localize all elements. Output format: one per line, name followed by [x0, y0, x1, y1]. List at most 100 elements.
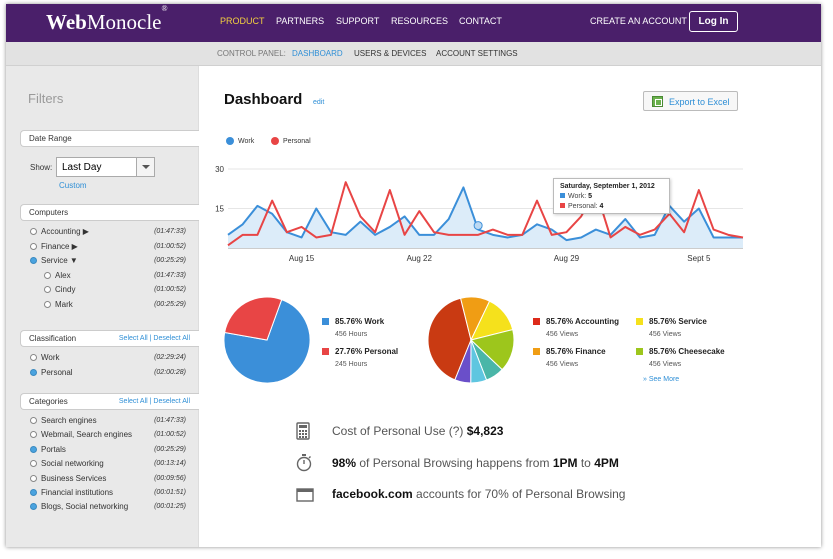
tab-users-devices[interactable]: USERS & DEVICES [354, 49, 427, 58]
browser-window-icon [296, 488, 314, 502]
pie-slice-personal[interactable] [224, 296, 283, 341]
x-tick-label: Sept 5 [687, 254, 711, 263]
filter-item-time: (00:01:25) [154, 503, 186, 511]
filter-item[interactable]: Cindy [44, 285, 75, 294]
pie-slice-other3[interactable] [454, 339, 472, 384]
filter-item-time: (01:47:33) [154, 417, 186, 424]
personal-legend-dot [271, 137, 279, 145]
tooltip-work-row: Work: 5 [560, 193, 592, 200]
categories-title: Categories [29, 397, 68, 406]
chart-tooltip: Saturday, September 1, 2012 Work: 5 Pers… [553, 178, 670, 214]
nav-support[interactable]: SUPPORT [336, 16, 380, 26]
filter-item[interactable]: Finance ▶ [30, 242, 78, 251]
work-personal-pie[interactable] [222, 295, 312, 385]
pie-slice-accounting[interactable] [427, 297, 472, 381]
filters-title: Filters [28, 91, 64, 106]
filter-item-time: (01:47:33) [154, 228, 186, 235]
custom-range-link[interactable]: Custom [59, 181, 87, 190]
nav-contact[interactable]: CONTACT [459, 16, 502, 26]
work-legend-dot [226, 137, 234, 145]
login-button[interactable]: Log In [689, 11, 738, 32]
tab-dashboard[interactable]: DASHBOARD [292, 49, 343, 58]
filter-item-label: Search engines [41, 416, 97, 425]
personal-legend-label[interactable]: Personal [283, 138, 311, 145]
hover-point-marker [473, 221, 483, 231]
filter-item[interactable]: Blogs, Social networking [30, 502, 128, 511]
filter-item-label: Social networking [41, 459, 104, 469]
filter-item-label: Service ▼ [41, 256, 78, 266]
filter-item-time: (00:13:14) [154, 460, 186, 468]
filter-item[interactable]: Social networking [30, 459, 104, 468]
work-area-fill [228, 187, 743, 248]
tooltip-title: Saturday, September 1, 2012 [560, 183, 655, 190]
filter-item-time: (00:25:29) [154, 257, 186, 265]
stopwatch-icon [296, 454, 312, 472]
x-tick-label: Aug 22 [407, 254, 433, 263]
filter-item-label: Blogs, Social networking [41, 502, 129, 512]
date-range-select[interactable]: Last Day [56, 157, 155, 177]
radio-button[interactable] [44, 286, 51, 294]
deselect-all-link[interactable]: Deselect All [153, 398, 190, 405]
see-more-link[interactable]: » See More [643, 376, 680, 383]
browsing-line-chart[interactable]: 30 15 Aug 15 Aug 22 Aug 29 Sept 5 [208, 161, 748, 265]
filters-sidebar: Filters Date Range Show: Last Day Custom… [6, 66, 199, 547]
edit-link[interactable]: edit [313, 99, 325, 106]
radio-button[interactable] [44, 301, 51, 308]
radio-button[interactable] [30, 503, 37, 511]
filter-item[interactable]: Work [30, 353, 60, 362]
tab-account-settings[interactable]: ACCOUNT SETTINGS [436, 49, 518, 58]
filter-item[interactable]: Mark [44, 300, 73, 309]
dashboard-main: Dashboard edit Export to Excel Work Pers… [200, 66, 821, 547]
control-panel-label: CONTROL PANEL: [217, 49, 286, 58]
filter-item-time: (00:25:29) [154, 301, 186, 308]
page-title: Dashboard [224, 91, 303, 108]
radio-button[interactable] [30, 242, 37, 250]
time-stat: 98% of Personal Browsing happens from 1P… [332, 456, 619, 470]
nav-product[interactable]: PRODUCT [220, 16, 265, 26]
work-legend-label[interactable]: Work [238, 138, 255, 145]
nav-partners[interactable]: PARTNERS [276, 16, 325, 26]
nav-resources[interactable]: RESOURCES [391, 16, 449, 26]
select-all-link[interactable]: Select All [118, 335, 148, 342]
webmonocle-logo[interactable]: WebMonocle® [46, 4, 168, 34]
filter-item[interactable]: Webmail, Search engines [30, 430, 132, 439]
export-label: Export to Excel [669, 97, 730, 107]
filter-item[interactable]: Search engines [30, 416, 97, 425]
filter-item-label: Cindy [55, 285, 76, 295]
radio-button[interactable] [30, 228, 37, 235]
filter-item-label: Financial institutions [41, 488, 114, 497]
radio-button[interactable] [30, 354, 37, 361]
deselect-all-link[interactable]: Deselect All [153, 335, 190, 342]
date-range-value: Last Day [62, 162, 102, 173]
radio-button[interactable] [30, 445, 37, 453]
chevron-down-icon[interactable] [136, 158, 154, 176]
filter-item[interactable]: Service ▼ [30, 256, 78, 265]
radio-button[interactable] [30, 431, 37, 439]
filter-item-label: Mark [55, 300, 73, 309]
cost-stat: Cost of Personal Use (?) $4,823 [332, 424, 504, 438]
export-to-excel-button[interactable]: Export to Excel [643, 91, 738, 111]
radio-button[interactable] [30, 257, 37, 265]
filter-item-label: Accounting ▶ [41, 227, 89, 236]
radio-button[interactable] [30, 368, 37, 376]
radio-button[interactable] [30, 460, 37, 468]
filter-item[interactable]: Financial institutions [30, 488, 113, 497]
filter-item[interactable]: Personal [30, 368, 73, 377]
select-all-link[interactable]: Select All [118, 398, 148, 405]
create-account-link[interactable]: CREATE AN ACCOUNT [590, 16, 687, 26]
radio-button[interactable] [30, 417, 37, 424]
filter-item[interactable]: Alex [44, 271, 71, 280]
radio-button[interactable] [44, 271, 51, 279]
filter-item[interactable]: Accounting ▶ [30, 227, 89, 236]
radio-button[interactable] [30, 474, 37, 482]
filter-item-time: (00:09:56) [154, 474, 186, 482]
filter-item[interactable]: Portals [30, 445, 66, 454]
filter-item[interactable]: Business Services [30, 474, 106, 483]
site-stat: facebook.com accounts for 70% of Persona… [332, 487, 626, 501]
date-range-header: Date Range [20, 130, 199, 147]
radio-button[interactable] [30, 489, 37, 496]
pie-slice-work[interactable] [223, 298, 311, 384]
y-tick-label: 15 [215, 205, 224, 214]
filter-item-label: Webmail, Search engines [41, 430, 133, 440]
categories-pie[interactable] [426, 295, 516, 385]
